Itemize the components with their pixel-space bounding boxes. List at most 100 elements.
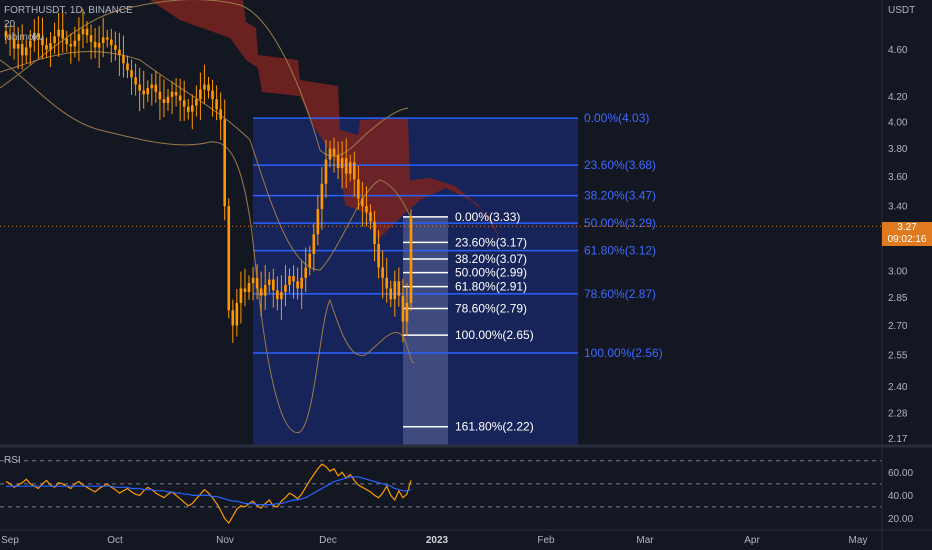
candle-body: [409, 216, 413, 303]
fib-level-label: 0.00%(3.33): [455, 210, 520, 224]
candle-body: [227, 206, 231, 311]
price-tick-label: 2.17: [888, 434, 908, 445]
fib-level-label: 0.00%(4.03): [584, 111, 649, 125]
currency-label: USDT: [888, 5, 916, 16]
candle-body: [405, 302, 409, 322]
candle-body: [296, 281, 299, 289]
candle-body: [142, 90, 145, 95]
candle-body: [41, 37, 44, 46]
price-tick-label: 2.70: [888, 321, 908, 332]
price-tick-label: 3.60: [888, 172, 908, 183]
candles: [4, 8, 413, 343]
candle-body: [308, 253, 312, 268]
price-tick-label: 3.80: [888, 144, 908, 155]
candle-body: [324, 159, 328, 184]
price-tick-label: 3.00: [888, 266, 908, 277]
candle-body: [255, 277, 259, 289]
ichimoku-cloud: [150, 0, 500, 240]
candle-body: [280, 292, 283, 300]
indicator-legend-ichimoku[interactable]: Ichimoku: [4, 32, 45, 43]
candle-body: [239, 288, 243, 303]
candle-body: [118, 49, 121, 56]
candle-body: [272, 279, 275, 291]
candle-body: [77, 34, 81, 41]
candle-body: [20, 44, 24, 56]
candle-body: [393, 281, 397, 300]
price-tick-label: 4.20: [888, 92, 908, 103]
time-tick-label: Oct: [107, 535, 123, 546]
candle-body: [162, 99, 166, 103]
time-tick-label: May: [849, 535, 868, 546]
candle-body: [377, 243, 380, 268]
candle-body: [93, 41, 97, 48]
time-axis[interactable]: Sep Oct Nov Dec 2023 Feb Mar Apr May: [1, 535, 867, 546]
candle-body: [195, 99, 198, 106]
candle-body: [288, 276, 291, 285]
price-axis[interactable]: 4.60 4.20 4.00 3.80 3.60 3.40 3.00 2.85 2.70 2.55…: [888, 45, 908, 445]
candle-body: [114, 45, 117, 50]
candle-body: [85, 28, 89, 36]
candle-body: [267, 279, 271, 285]
rsi-tick-label: 40.00: [888, 491, 913, 502]
time-tick-label: Nov: [216, 535, 234, 546]
price-tick-label: 2.28: [888, 408, 908, 419]
candle-body: [158, 91, 162, 100]
price-tick-label: 2.55: [888, 351, 908, 362]
candle-body: [304, 267, 307, 278]
candle-body: [243, 288, 247, 293]
candle-body: [105, 37, 109, 40]
time-tick-label: Apr: [744, 535, 760, 546]
candle-body: [146, 88, 150, 95]
fib-retracement-large-area[interactable]: [253, 118, 578, 447]
candle-body: [4, 31, 8, 37]
candle-body: [33, 33, 36, 41]
fib-level-label: 78.60%(2.87): [584, 287, 656, 301]
price-tick-label: 3.40: [888, 202, 908, 213]
fib-level-label: 38.20%(3.07): [455, 252, 527, 266]
candle-body: [397, 281, 401, 296]
candle-body: [263, 284, 267, 296]
candle-body: [97, 42, 101, 48]
rsi-pane: RSI: [0, 455, 882, 525]
candle-body: [369, 212, 372, 222]
candle-body: [259, 288, 263, 296]
candle-body: [81, 28, 85, 35]
candle-body: [365, 206, 368, 213]
rsi-line: [5, 463, 412, 525]
candle-body: [231, 310, 235, 326]
candle-body: [357, 179, 360, 199]
current-price-badge: 3.27: [882, 222, 932, 234]
candle-body: [328, 148, 332, 160]
candle-body: [247, 283, 251, 293]
time-tick-label: Feb: [537, 535, 555, 546]
time-tick-label: 2023: [426, 535, 449, 546]
fib-levels-small: 0.00%(3.33) 23.60%(3.17) 38.20%(3.07)50.00…: [403, 210, 534, 434]
candle-body: [57, 29, 60, 37]
fib-level-label: 23.60%(3.68): [584, 158, 656, 172]
candle-body: [166, 96, 170, 103]
candle-body: [361, 198, 364, 207]
time-tick-label: Sep: [1, 535, 19, 546]
rsi-tick-label: 60.00: [888, 468, 913, 479]
indicator-legend-20[interactable]: 20: [4, 19, 16, 30]
price-tick-label: 4.60: [888, 45, 908, 56]
candle-body: [199, 89, 202, 100]
candle-body: [101, 37, 105, 43]
fib-level-label: 50.00%(3.29): [584, 216, 656, 230]
candle-body: [223, 119, 226, 207]
fib-level-label: 100.00%(2.56): [584, 346, 663, 360]
fib-level-label: 23.60%(3.17): [455, 235, 527, 249]
candle-body: [110, 39, 113, 46]
candle-body: [29, 40, 32, 48]
candle-body: [8, 36, 12, 39]
time-tick-label: Dec: [319, 535, 337, 546]
fib-level-label: 78.60%(2.79): [455, 301, 527, 315]
candle-body: [182, 100, 186, 107]
candle-body: [316, 209, 320, 235]
candle-body: [134, 77, 137, 85]
fib-level-label: 50.00%(2.99): [455, 266, 527, 280]
candle-body: [215, 99, 218, 110]
candle-body: [211, 90, 214, 100]
rsi-axis[interactable]: 60.00 40.00 20.00: [888, 468, 913, 525]
